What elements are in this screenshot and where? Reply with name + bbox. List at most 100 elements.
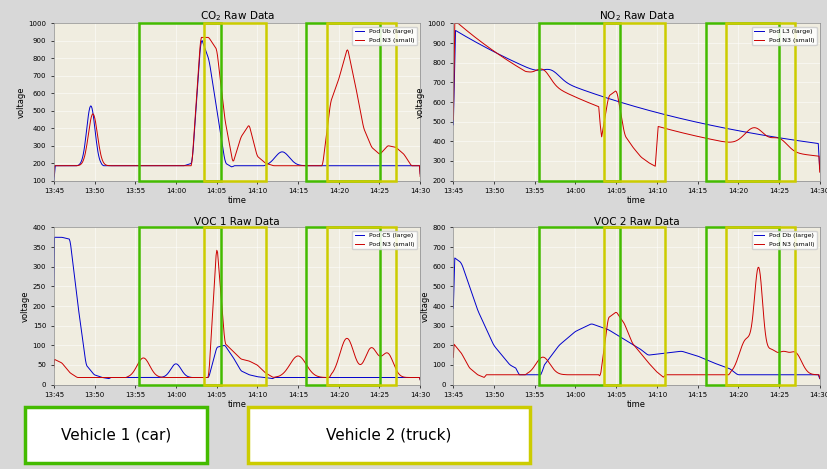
Pod Db (large) bbox=[449, 255, 459, 261]
Bar bbox=[306, 23, 379, 181]
Pod N3 (small) bbox=[748, 304, 758, 310]
Pod N3 (small) bbox=[415, 174, 425, 179]
Pod C5 (large) bbox=[247, 373, 257, 378]
Pod Ub (large) bbox=[350, 163, 360, 168]
Bar bbox=[725, 23, 795, 181]
Y-axis label: voltage: voltage bbox=[420, 290, 429, 322]
Bar bbox=[705, 23, 778, 181]
Line: Pod N3 (small): Pod N3 (small) bbox=[453, 267, 819, 378]
Pod N3 (small) bbox=[624, 141, 634, 146]
Pod L3 (large) bbox=[814, 166, 824, 172]
Title: VOC 2 Raw Data: VOC 2 Raw Data bbox=[593, 217, 678, 227]
Bar bbox=[538, 227, 619, 385]
Line: Pod N3 (small): Pod N3 (small) bbox=[453, 23, 819, 172]
Pod N3 (small) bbox=[415, 377, 425, 383]
Pod N3 (small) bbox=[350, 80, 360, 86]
Pod L3 (large) bbox=[647, 108, 657, 114]
Line: Pod N3 (small): Pod N3 (small) bbox=[54, 250, 420, 380]
X-axis label: time: time bbox=[227, 400, 246, 408]
Pod Db (large) bbox=[448, 305, 458, 311]
Pod N3 (small) bbox=[247, 360, 257, 366]
Pod N3 (small) bbox=[805, 152, 815, 158]
Pod Ub (large) bbox=[226, 164, 236, 169]
Bar bbox=[248, 407, 529, 463]
Legend: Pod C5 (large), Pod N3 (small): Pod C5 (large), Pod N3 (small) bbox=[351, 231, 417, 250]
Line: Pod C5 (large): Pod C5 (large) bbox=[54, 237, 420, 380]
Bar bbox=[326, 23, 395, 181]
Pod N3 (small) bbox=[647, 162, 657, 167]
Pod L3 (large) bbox=[624, 102, 634, 108]
Bar bbox=[25, 407, 207, 463]
Bar bbox=[603, 227, 664, 385]
Pod L3 (large) bbox=[805, 140, 815, 145]
Pod N3 (small) bbox=[223, 136, 233, 142]
Pod N3 (small) bbox=[623, 137, 633, 143]
Pod C5 (large) bbox=[415, 377, 425, 383]
Pod C5 (large) bbox=[49, 284, 59, 289]
Pod N3 (small) bbox=[449, 21, 459, 26]
Pod N3 (small) bbox=[667, 128, 676, 133]
Pod N3 (small) bbox=[448, 355, 458, 360]
Title: CO$_2$ Raw Data: CO$_2$ Raw Data bbox=[199, 10, 275, 23]
Pod Db (large) bbox=[624, 340, 634, 346]
Pod L3 (large) bbox=[623, 102, 633, 107]
X-axis label: time: time bbox=[626, 196, 645, 204]
Pod Ub (large) bbox=[223, 162, 233, 168]
Pod N3 (small) bbox=[267, 163, 277, 168]
Pod L3 (large) bbox=[448, 122, 458, 128]
Pod N3 (small) bbox=[622, 328, 632, 333]
Pod N3 (small) bbox=[814, 375, 824, 381]
Pod N3 (small) bbox=[267, 374, 277, 380]
Bar bbox=[326, 227, 395, 385]
Pod Ub (large) bbox=[197, 38, 207, 43]
Pod N3 (small) bbox=[814, 169, 824, 175]
Pod L3 (large) bbox=[748, 131, 758, 136]
Bar bbox=[204, 23, 265, 181]
Title: NO$_2$ Raw Data: NO$_2$ Raw Data bbox=[598, 10, 673, 23]
Pod N3 (small) bbox=[226, 148, 236, 154]
Pod Db (large) bbox=[805, 372, 815, 378]
Line: Pod N3 (small): Pod N3 (small) bbox=[54, 38, 420, 176]
Pod Db (large) bbox=[623, 339, 633, 344]
X-axis label: time: time bbox=[626, 400, 645, 408]
Y-axis label: voltage: voltage bbox=[17, 86, 26, 118]
Y-axis label: voltage: voltage bbox=[415, 86, 424, 118]
Bar bbox=[725, 227, 795, 385]
Title: VOC 1 Raw Data: VOC 1 Raw Data bbox=[194, 217, 280, 227]
Bar bbox=[139, 227, 221, 385]
Pod Ub (large) bbox=[415, 171, 425, 177]
Pod N3 (small) bbox=[748, 125, 758, 130]
Pod N3 (small) bbox=[247, 136, 257, 142]
Pod Db (large) bbox=[647, 352, 657, 357]
Line: Pod Ub (large): Pod Ub (large) bbox=[54, 40, 420, 181]
Pod N3 (small) bbox=[646, 363, 656, 369]
Pod N3 (small) bbox=[753, 265, 762, 270]
Legend: Pod Db (large), Pod N3 (small): Pod Db (large), Pod N3 (small) bbox=[751, 231, 815, 250]
X-axis label: time: time bbox=[227, 196, 246, 204]
Legend: Pod L3 (large), Pod N3 (small): Pod L3 (large), Pod N3 (small) bbox=[751, 27, 815, 45]
Pod C5 (large) bbox=[223, 348, 233, 354]
Pod Ub (large) bbox=[49, 178, 59, 183]
Pod Ub (large) bbox=[247, 163, 257, 168]
Pod C5 (large) bbox=[267, 376, 277, 381]
Bar bbox=[705, 227, 778, 385]
Pod N3 (small) bbox=[407, 375, 417, 380]
Pod Db (large) bbox=[667, 349, 676, 355]
Pod Ub (large) bbox=[267, 157, 277, 163]
Pod C5 (large) bbox=[50, 234, 60, 240]
Bar bbox=[306, 227, 379, 385]
Bar bbox=[139, 23, 221, 181]
Y-axis label: voltage: voltage bbox=[21, 290, 30, 322]
Pod N3 (small) bbox=[49, 365, 59, 371]
Pod N3 (small) bbox=[805, 371, 815, 377]
Pod N3 (small) bbox=[407, 163, 417, 168]
Pod N3 (small) bbox=[196, 35, 206, 40]
Pod N3 (small) bbox=[49, 174, 59, 179]
Pod N3 (small) bbox=[226, 346, 236, 352]
Pod N3 (small) bbox=[624, 333, 633, 339]
Pod N3 (small) bbox=[223, 344, 233, 350]
Text: Vehicle 1 (car): Vehicle 1 (car) bbox=[60, 427, 171, 442]
Pod L3 (large) bbox=[667, 113, 676, 119]
Pod Ub (large) bbox=[407, 163, 417, 168]
Line: Pod Db (large): Pod Db (large) bbox=[453, 258, 819, 378]
